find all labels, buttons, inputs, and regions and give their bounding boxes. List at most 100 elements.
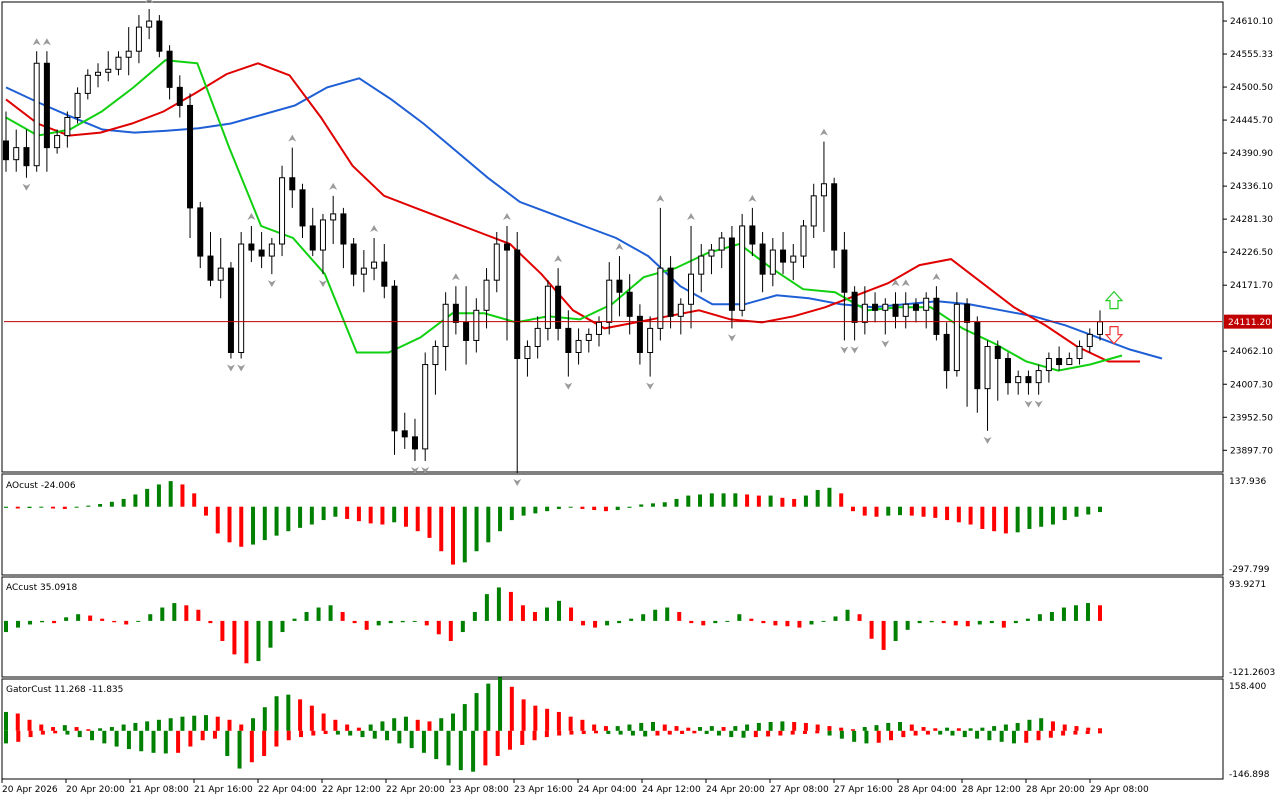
ac-bar <box>16 620 21 628</box>
ao-bar <box>862 506 867 516</box>
upper-bar <box>368 724 373 731</box>
ao-bar <box>298 506 303 528</box>
candle <box>463 286 470 365</box>
fractal-down-icon <box>267 280 276 288</box>
candle <box>616 256 623 317</box>
fractal-up-icon <box>819 128 828 136</box>
upper-bar <box>498 677 503 731</box>
time-tick-label: 22 Apr 20:00 <box>386 785 445 795</box>
ao-bar <box>192 493 197 507</box>
candle <box>493 231 500 293</box>
ao-bar <box>545 506 550 512</box>
lower-bar <box>372 730 377 739</box>
ac-bar <box>905 620 910 630</box>
ac-bar <box>388 620 393 624</box>
upper-bar <box>392 718 397 731</box>
ao-bar <box>580 506 585 509</box>
lower-bar <box>667 730 672 735</box>
ao-top-label: 137.936 <box>1229 477 1266 487</box>
fractal-down-icon <box>410 466 419 474</box>
upper-bar <box>345 724 350 731</box>
upper-bar <box>968 728 973 731</box>
ac-bar <box>196 609 201 621</box>
ac-bar <box>400 620 405 623</box>
upper-bar <box>133 722 138 731</box>
fractal-up-icon <box>451 273 460 281</box>
lower-bar <box>274 730 279 747</box>
upper-bar <box>227 719 232 731</box>
ao-bar <box>521 506 526 516</box>
ao-bar <box>239 506 244 547</box>
upper-bar <box>1074 726 1079 731</box>
ao-bar <box>451 506 456 565</box>
ac-bar <box>484 594 489 621</box>
candle <box>289 147 296 208</box>
time-tick-label: 24 Apr 20:00 <box>706 785 765 795</box>
candle <box>769 238 776 287</box>
ao-bar <box>709 493 714 507</box>
candle <box>933 286 940 341</box>
ao-bar <box>427 506 432 538</box>
ao-bar <box>4 506 8 508</box>
ac-bar <box>629 618 634 621</box>
ao-bar <box>827 487 832 507</box>
ao-bar <box>1074 506 1079 517</box>
candle <box>606 262 613 335</box>
ao-bar <box>603 506 608 512</box>
candle <box>708 244 715 275</box>
ac-bar <box>761 620 766 624</box>
time-axis: 20 Apr 2026 20 Apr 20:00 21 Apr 08:00 21 Ap… <box>1 779 1149 795</box>
upper-bar <box>580 719 585 731</box>
lower-bar <box>360 730 365 738</box>
time-tick-label: 23 Apr 08:00 <box>450 785 509 795</box>
price-panel-frame <box>1 1 1224 473</box>
ac-bar <box>136 620 141 622</box>
upper-bar <box>545 708 550 731</box>
candle <box>800 219 807 269</box>
ac-bar <box>737 614 742 621</box>
ac-bar <box>508 591 513 621</box>
lower-bar <box>434 730 439 760</box>
gator-panel-title: GatorCust 11.268 -11.835 <box>6 685 123 695</box>
upper-bar <box>839 727 844 731</box>
upper-bar <box>486 683 491 731</box>
fractal-up-icon <box>687 212 696 220</box>
ac-bar <box>941 620 946 624</box>
upper-bar <box>109 727 114 731</box>
lower-bar <box>925 730 930 735</box>
ao-bar <box>345 506 350 519</box>
ac-bar <box>845 609 850 621</box>
lower-bar <box>704 730 709 734</box>
upper-bar <box>215 716 220 731</box>
ac-bar <box>328 605 333 621</box>
candle <box>207 231 214 287</box>
ac-bar <box>893 620 898 641</box>
ao-bar <box>792 498 797 507</box>
lower-bar <box>507 730 512 750</box>
ao-bar <box>803 495 808 507</box>
ac-bar <box>52 620 57 624</box>
ac-bar <box>881 620 886 650</box>
ao-bar <box>180 484 185 507</box>
time-tick-label: 28 Apr 12:00 <box>962 785 1021 795</box>
ao-bar <box>309 506 314 525</box>
candle <box>54 129 61 154</box>
lower-bar <box>569 730 574 735</box>
candle <box>994 340 1001 401</box>
fractal-up-icon <box>891 279 900 287</box>
candle <box>657 207 664 341</box>
ao-bar <box>956 506 961 523</box>
lower-bar <box>618 730 623 735</box>
upper-bar <box>262 707 267 731</box>
ac-bar <box>965 620 970 627</box>
ac-bar <box>1037 614 1042 621</box>
upper-bar <box>1015 722 1020 731</box>
candle <box>831 177 838 269</box>
upper-bar <box>662 724 667 731</box>
candle <box>943 322 950 389</box>
ao-bar <box>145 488 150 507</box>
ac-bar <box>268 620 273 648</box>
ac-bar <box>677 611 682 621</box>
upper-bar <box>1050 721 1055 731</box>
